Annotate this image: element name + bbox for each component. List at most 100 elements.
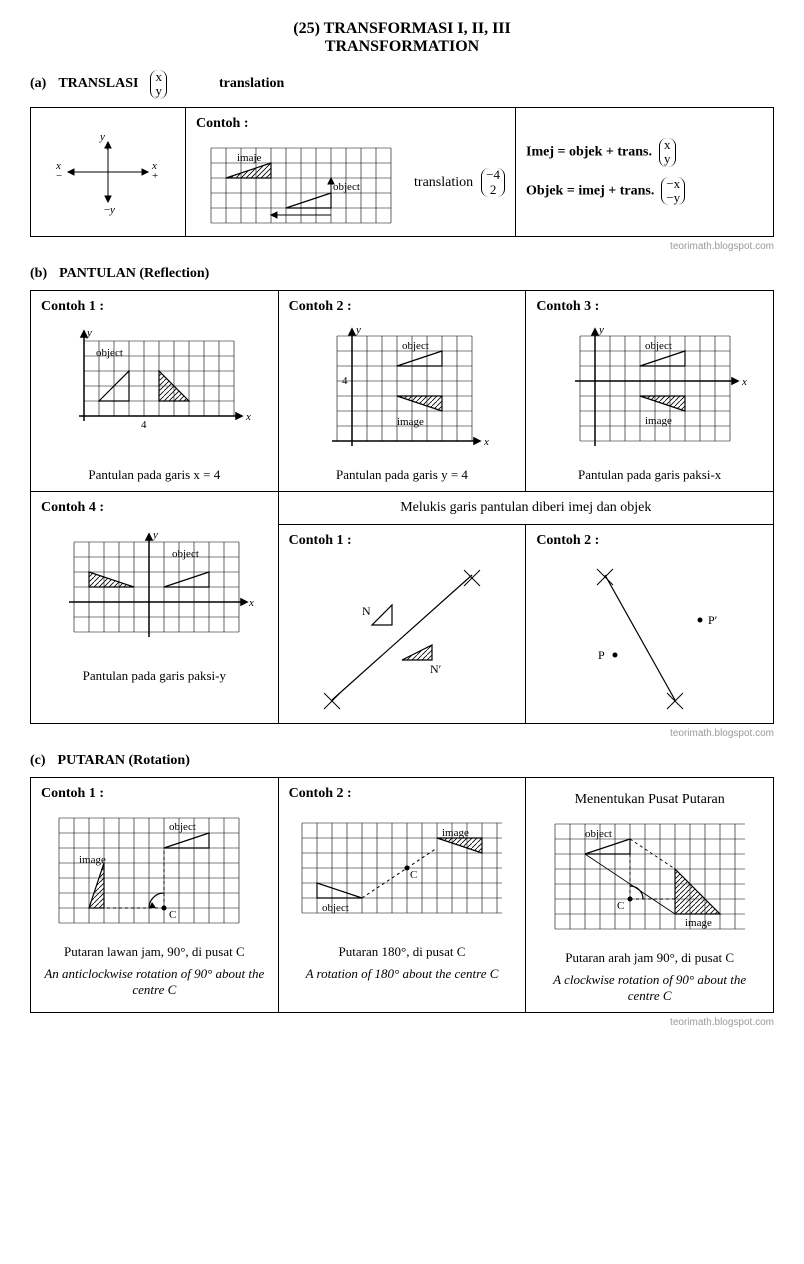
b-subheader: Melukis garis pantulan diberi imej dan o… — [278, 491, 773, 524]
section-c-header: (c) PUTARAN (Rotation) — [30, 753, 774, 769]
c2-title: Contoh 2 : — [289, 786, 516, 802]
a-object: object — [333, 181, 360, 193]
b3-obj: object — [645, 340, 672, 352]
section-a-label: TRANSLASI — [58, 76, 138, 92]
b1-diagram: y x object 4 — [54, 321, 254, 461]
c3-img: image — [685, 917, 712, 929]
b1-4: 4 — [141, 419, 147, 431]
b2-obj: object — [402, 340, 429, 352]
c3-C: C — [617, 900, 624, 912]
b5-diagram: N N′ — [302, 555, 502, 715]
b4-caption: Pantulan pada garis paksi-y — [41, 668, 268, 684]
section-b-label: PANTULAN (Reflection) — [59, 266, 209, 282]
b1-caption: Pantulan pada garis x = 4 — [41, 467, 268, 483]
a-imaje: imaje — [237, 152, 262, 164]
c1-cap2: An anticlockwise rotation of 90° about t… — [41, 966, 268, 998]
b5-N: N — [362, 604, 371, 618]
b4-obj: object — [172, 548, 199, 560]
page-title-2: TRANSFORMATION — [30, 38, 774, 56]
b3-title: Contoh 3 : — [536, 299, 763, 315]
b3-y: y — [598, 324, 604, 336]
c3-title: Menentukan Pusat Putaran — [536, 786, 763, 814]
b3-caption: Pantulan pada garis paksi-x — [536, 467, 763, 483]
a-f2v1: −x — [666, 177, 680, 191]
c2-cap2: A rotation of 180° about the centre C — [289, 966, 516, 982]
b3-x: x — [741, 376, 747, 388]
b1-obj: object — [96, 347, 123, 359]
section-a-sub: translation — [219, 76, 284, 92]
c1-obj: object — [169, 821, 196, 833]
watermark-1: teorimath.blogspot.com — [30, 241, 774, 252]
a-f2v2: −y — [666, 191, 680, 205]
b6-P: P — [598, 648, 605, 662]
a-trans-vec: −4 2 — [481, 168, 505, 197]
c1-diagram: object image C — [49, 808, 259, 938]
a-v1: −4 — [486, 168, 500, 182]
b2-4: 4 — [342, 375, 348, 387]
section-c-tag: (c) — [30, 753, 46, 769]
c2-img: image — [442, 827, 469, 839]
section-a-vector: x y — [150, 70, 167, 99]
a-v2: 2 — [490, 183, 497, 197]
watermark-3: teorimath.blogspot.com — [30, 1017, 774, 1028]
b6-Pp: P′ — [708, 613, 718, 627]
b2-title: Contoh 2 : — [289, 299, 516, 315]
b3-diagram: y x object image — [550, 321, 750, 461]
b6-diagram: P P′ — [550, 555, 750, 715]
a-f1-text: Imej = objek + trans. — [526, 145, 652, 160]
svg-text:−: − — [56, 170, 62, 182]
a-contoh-label: Contoh : — [196, 116, 505, 132]
c2-C: C — [410, 869, 417, 881]
b1-y: y — [86, 327, 92, 339]
a-grid-diagram: imaje object — [201, 138, 401, 228]
watermark-2: teorimath.blogspot.com — [30, 728, 774, 739]
section-a-tag: (a) — [30, 76, 46, 92]
svg-text:+: + — [152, 170, 158, 182]
section-a-table: y + − y x + x − Contoh : i — [30, 107, 774, 237]
a-trans-label: translation — [414, 175, 473, 191]
a-f2-text: Objek = imej + trans. — [526, 183, 654, 198]
c3-obj: object — [585, 828, 612, 840]
c2-cap1: Putaran 180°, di pusat C — [289, 944, 516, 960]
b2-y: y — [355, 324, 361, 336]
a-f1v2: y — [664, 152, 671, 166]
c2-obj: object — [322, 902, 349, 914]
c3-cap2: A clockwise rotation of 90° about the ce… — [536, 972, 763, 1004]
c3-diagram: object image C — [545, 814, 755, 944]
section-c-label: PUTARAN (Rotation) — [58, 753, 190, 769]
section-b-header: (b) PANTULAN (Reflection) — [30, 266, 774, 282]
b2-caption: Pantulan pada garis y = 4 — [289, 467, 516, 483]
c3-cap1: Putaran arah jam 90°, di pusat C — [536, 950, 763, 966]
svg-text:y: y — [109, 204, 115, 216]
a-f1v1: x — [664, 138, 671, 152]
b2-x: x — [483, 436, 489, 448]
b1-x: x — [245, 411, 251, 423]
section-a-header: (a) TRANSLASI x y translation — [30, 70, 774, 99]
b5-Np: N′ — [430, 662, 442, 676]
section-b-tag: (b) — [30, 266, 47, 282]
b1-title: Contoh 1 : — [41, 299, 268, 315]
page-title-1: (25) TRANSFORMASI I, II, III — [30, 20, 774, 38]
c1-C: C — [169, 909, 176, 921]
section-b-table: Contoh 1 : y x object 4 Pantulan pada ga… — [30, 290, 774, 724]
b2-img: image — [397, 416, 424, 428]
c1-title: Contoh 1 : — [41, 786, 268, 802]
c2-diagram: object image C — [292, 808, 512, 938]
a-formula2: Objek = imej + trans. −x−y — [526, 177, 763, 206]
a-formula1: Imej = objek + trans. xy — [526, 138, 763, 167]
trans-axes-diagram: y + − y x + x − — [48, 127, 168, 217]
b3-img: image — [645, 415, 672, 427]
vec-x: x — [155, 70, 162, 84]
c1-cap1: Putaran lawan jam, 90°, di pusat C — [41, 944, 268, 960]
b5-title: Contoh 1 : — [289, 533, 516, 549]
section-c-table: Contoh 1 : object image C Putaran lawan … — [30, 777, 774, 1013]
svg-text:+: + — [104, 142, 110, 154]
b6-title: Contoh 2 : — [536, 533, 763, 549]
b4-title: Contoh 4 : — [41, 500, 268, 516]
c1-img: image — [79, 854, 106, 866]
b4-y: y — [152, 529, 158, 541]
b4-diagram: y x object — [54, 522, 254, 662]
b2-diagram: y x object image 4 — [302, 321, 502, 461]
vec-y: y — [155, 84, 162, 98]
b4-x: x — [248, 597, 254, 609]
